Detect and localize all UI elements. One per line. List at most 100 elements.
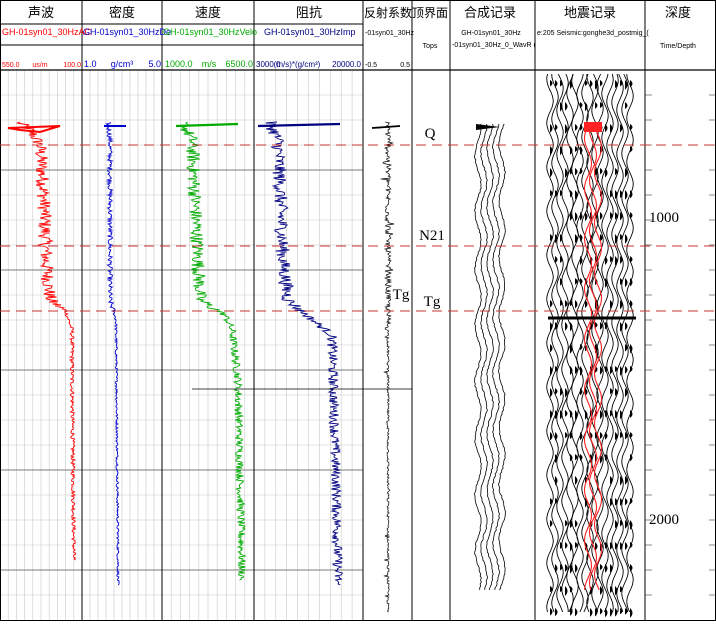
seismic-trace: [606, 73, 614, 613]
scale-unit-velocity: m/s: [202, 59, 217, 69]
seismic-peak: [615, 168, 618, 176]
seismic-peak: [555, 564, 558, 573]
seismic-peak: [575, 564, 578, 573]
seismic-trace: [561, 73, 569, 612]
seismic-peak: [630, 80, 633, 88]
seismic-peak: [600, 410, 603, 420]
seismic-peak: [580, 454, 583, 462]
seismic-peak: [600, 80, 603, 87]
scale-min-reflectivity: -0.5: [365, 62, 377, 69]
seismic-peak: [560, 256, 563, 263]
seismic-peak: [570, 322, 573, 332]
seismic-peak: [575, 366, 578, 375]
title-tops: 顶界面: [412, 6, 448, 20]
seismic-peak: [615, 256, 618, 266]
seismic-peak: [565, 432, 568, 439]
seismic-peak: [575, 520, 578, 528]
scale-max-impedance: 20000.0: [332, 60, 361, 69]
seismic-peak: [570, 190, 573, 198]
seismic-peak: [610, 256, 613, 263]
seismic-peak: [625, 190, 628, 200]
curve-name-velocity: GH-01syn01_30HzVelo: [163, 27, 257, 37]
seismic-peak: [610, 212, 613, 220]
scale-min-impedance: 3000.0: [256, 60, 281, 69]
seismic-peak: [620, 520, 623, 527]
seismic-peak: [580, 344, 583, 351]
seismic-peak: [580, 234, 583, 242]
seismic-peak: [550, 410, 553, 419]
seismic-peak: [575, 168, 578, 176]
synthetic-trace: [492, 123, 501, 591]
seismic-peak: [570, 410, 573, 419]
seismic-peak: [550, 234, 553, 242]
seismic-peak: [615, 432, 618, 441]
scale-min-density: 1.0: [84, 59, 97, 69]
sonic-curve: [16, 121, 77, 561]
curve-name-timedepth: Time/Depth: [660, 43, 696, 50]
seismic-peak: [580, 146, 583, 155]
scale-max-sonic: 100.0: [63, 62, 81, 69]
seismic-peak: [550, 124, 553, 133]
scale-unit-impedance: (m/s)*(g/cm³): [274, 60, 321, 69]
seismic-peak: [565, 124, 568, 134]
seismic-peak: [575, 542, 578, 549]
seismic-peak: [630, 278, 633, 287]
seismic-peak: [600, 168, 603, 175]
curve-name-wavelet: -01syn01_30Hz_0_WavR (: [452, 42, 536, 49]
seismic-peak: [615, 520, 618, 529]
seismic-peak: [615, 388, 618, 397]
seismic-trace: [596, 73, 604, 613]
seismic-peak: [560, 564, 563, 571]
seismic-trace: [586, 73, 594, 613]
seismic-peak: [630, 498, 633, 505]
seismic-peak: [620, 124, 623, 133]
seismic-peak: [630, 432, 633, 439]
seismic-peak: [630, 256, 633, 263]
reflectivity-spike: [371, 125, 401, 129]
title-reflectivity: 反射系数: [364, 5, 412, 20]
seismic-peak: [555, 388, 558, 395]
seismic-peak: [550, 366, 553, 376]
seismic-peak: [605, 256, 608, 265]
curve-name-density: GH-01syn01_30HzDe: [83, 27, 171, 37]
depth-label-1000: 1000: [649, 210, 679, 226]
seismic-trace: [626, 73, 634, 613]
seismic-peak: [600, 564, 603, 571]
seismic-peak: [555, 80, 558, 88]
top-label-q: Q: [425, 126, 436, 142]
title-density: 密度: [109, 5, 135, 20]
seismic-peak: [625, 234, 628, 244]
seismic-peak: [580, 124, 583, 131]
seismic-peak: [630, 190, 633, 199]
seismic-peak: [565, 102, 568, 111]
seismic-trace: [571, 73, 579, 613]
seismic-peak: [625, 498, 628, 506]
synthetic-event: [476, 124, 500, 130]
seismic-trace: [581, 73, 589, 613]
sonic-curve-spike: [7, 125, 61, 134]
impedance-curve: [265, 121, 344, 586]
seismic-peak: [550, 432, 553, 441]
seismic-peak: [575, 124, 578, 131]
seismic-trace: [611, 73, 619, 613]
seismic-synthetic-overlay: [588, 123, 598, 591]
seismic-peak: [570, 146, 573, 155]
seismic-peak: [575, 234, 578, 244]
seismic-peak: [550, 322, 553, 332]
seismic-peak: [550, 168, 553, 178]
seismic-peak: [615, 80, 618, 89]
seismic-peak: [555, 608, 558, 617]
seismic-peak: [565, 564, 568, 572]
seismic-peak: [600, 366, 603, 375]
velocity-curve-spike: [175, 122, 239, 128]
seismic-synthetic-event: [584, 122, 602, 132]
seismic-peak: [625, 520, 628, 529]
seismic-peak: [560, 300, 563, 307]
seismic-trace: [621, 73, 629, 613]
seismic-peak: [585, 300, 588, 309]
seismic-peak: [565, 322, 568, 331]
seismic-peak: [605, 432, 608, 440]
seismic-peak: [625, 322, 628, 331]
seismic-peak: [595, 542, 598, 551]
